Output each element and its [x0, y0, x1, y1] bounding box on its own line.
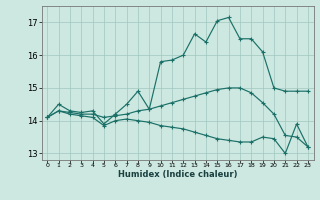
X-axis label: Humidex (Indice chaleur): Humidex (Indice chaleur): [118, 170, 237, 179]
